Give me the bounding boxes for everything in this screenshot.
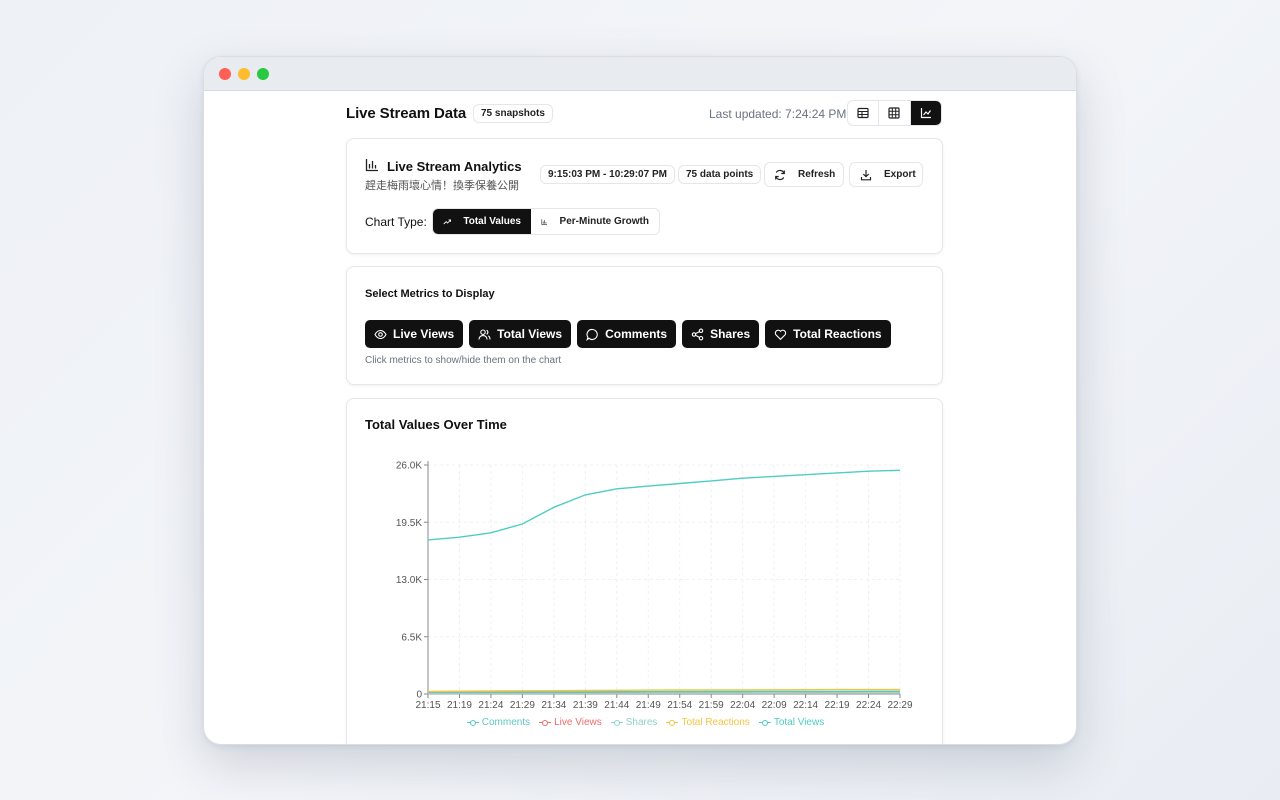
legend-marker [466,719,479,727]
comments-button[interactable]: Comments [577,320,677,348]
refresh-icon [775,169,785,180]
total-views-button[interactable]: Total Views [469,320,572,348]
bar-chart-icon [541,218,548,225]
analytics-card: Live Stream Analytics 趕走梅雨壞心情！換季保養公開 9:1… [346,138,943,254]
metrics-card: Select Metrics to Display Live Views Tot… [346,266,943,385]
total-values-label: Total Values [463,216,521,227]
x-tick-label: 21:15 [415,700,440,709]
per-minute-growth-button[interactable]: Per-Minute Growth [531,209,659,234]
legend-marker [610,719,623,727]
trending-up-icon [443,218,452,224]
total-reactions-label: Total Reactions [793,327,882,341]
series-line-total-views [427,469,901,541]
chart-title: Total Values Over Time [365,417,507,432]
per-minute-growth-label: Per-Minute Growth [559,216,649,227]
chart-legend: Comments Live Views Shares Total Reactions T… [347,717,944,728]
table-icon [857,107,869,119]
refresh-label: Refresh [798,169,836,180]
total-views-label: Total Views [497,327,563,341]
x-tick-label: 21:54 [667,700,692,709]
heart-icon [775,329,787,340]
shares-label: Shares [710,327,751,341]
total-reactions-button[interactable]: Total Reactions [765,320,891,348]
legend-label: Comments [481,717,531,728]
y-tick-label: 6.5K [401,632,422,643]
analytics-title: Live Stream Analytics [387,159,522,174]
legend-item[interactable]: Shares [610,717,658,728]
export-button[interactable]: Export [849,162,923,187]
chart-type-label: Chart Type: [365,215,427,229]
total-values-button[interactable]: Total Values [433,209,531,234]
metrics-title: Select Metrics to Display [365,288,495,300]
x-tick-label: 21:59 [699,700,724,709]
grid-view-button[interactable] [879,101,911,125]
time-range-badge: 9:15:03 PM - 10:29:07 PM [540,165,675,184]
legend-label: Shares [625,717,658,728]
chart-icon [920,108,931,119]
metric-buttons: Live Views Total Views Comments Shares T… [365,320,891,348]
grid-icon [888,107,901,119]
x-tick-label: 21:49 [636,700,661,709]
legend-marker [758,719,771,727]
live-views-label: Live Views [393,327,455,341]
x-tick-label: 22:14 [793,700,818,709]
line-chart: 0 6.5K 13.0K 19.5K 26.0K 21:15 21:19 21:24 21:29… [396,461,913,710]
x-tick-label: 22:04 [730,700,755,709]
page-content: Live Stream Data 75 snapshots Last updat… [204,92,1076,744]
chart-type-toggle: Total Values Per-Minute Growth [432,208,660,235]
eye-icon [374,329,387,339]
series-line-comments [428,690,900,693]
window-titlebar [204,57,1076,91]
x-tick-label: 21:24 [478,700,503,709]
legend-label: Total Reactions [681,717,750,728]
stream-title: 趕走梅雨壞心情！換季保養公開 [365,180,519,192]
x-tick-label: 22:09 [762,700,787,709]
x-tick-label: 21:29 [510,700,535,709]
x-tick-label: 21:19 [447,700,472,709]
refresh-button[interactable]: Refresh [764,162,844,187]
legend-item[interactable]: Comments [466,717,531,728]
last-updated-text: Last updated: 7:24:24 PM [709,107,847,121]
data-points-badge: 75 data points [678,165,762,184]
download-icon [860,169,872,180]
comments-label: Comments [605,327,668,341]
y-tick-label: 13.0K [396,575,422,586]
export-label: Export [884,169,916,180]
page-title: Live Stream Data [346,105,467,122]
table-view-button[interactable] [848,101,880,125]
chart-card: Total Values Over Time 0 6.5K 13.0K 19.5K 26… [346,398,944,744]
legend-item[interactable]: Live Views [539,717,602,728]
metrics-hint: Click metrics to show/hide them on the c… [365,355,562,366]
y-tick-label: 0 [416,690,422,701]
x-tick-label: 21:44 [604,700,629,709]
view-mode-toggle [847,100,942,126]
x-tick-label: 21:34 [541,700,566,709]
close-window-button[interactable] [219,68,231,80]
legend-item[interactable]: Total Views [758,717,825,728]
y-tick-label: 26.0K [396,461,422,472]
x-tick-label: 22:19 [825,700,850,709]
legend-item[interactable]: Total Reactions [666,717,750,728]
maximize-window-button[interactable] [257,68,269,80]
bar-chart-icon [365,159,378,172]
x-tick-label: 22:29 [887,700,912,709]
browser-window: Live Stream Data 75 snapshots Last updat… [203,56,1077,745]
y-tick-label: 19.5K [396,518,422,529]
chart-view-button[interactable] [910,101,941,125]
x-tick-label: 21:39 [573,700,598,709]
shares-button[interactable]: Shares [682,320,760,348]
x-tick-label: 22:24 [856,700,881,709]
users-icon [478,328,491,340]
live-views-button[interactable]: Live Views [365,320,464,348]
legend-label: Total Views [773,717,825,728]
minimize-window-button[interactable] [238,68,250,80]
legend-marker [539,719,552,727]
legend-marker [666,719,679,727]
series-line-total-reactions [427,688,901,693]
share-icon [691,328,704,340]
snapshot-count-badge: 75 snapshots [473,104,553,123]
comment-icon [586,328,598,341]
legend-label: Live Views [554,717,602,728]
